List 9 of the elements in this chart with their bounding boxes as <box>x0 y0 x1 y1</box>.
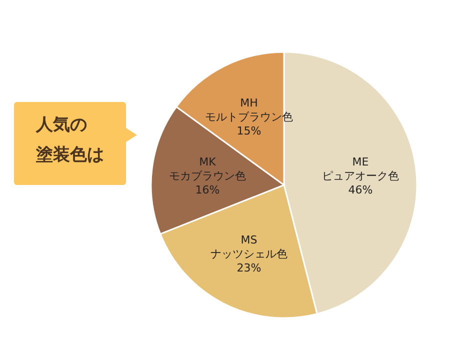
slice-label: MH モルトブラウン色 <box>204 96 293 124</box>
slice-label: MS ナッツシェル色 <box>210 234 288 261</box>
data-label: 16% <box>195 183 220 196</box>
slice-label: ME ピュアオーク色 <box>322 155 400 182</box>
text: 人気の塗装色は <box>36 114 105 167</box>
data-label: 46% <box>348 183 373 196</box>
data-label: 15% <box>236 124 262 138</box>
data-label: 23% <box>236 262 262 275</box>
slice-label: MK モカブラウン色 <box>168 155 246 182</box>
